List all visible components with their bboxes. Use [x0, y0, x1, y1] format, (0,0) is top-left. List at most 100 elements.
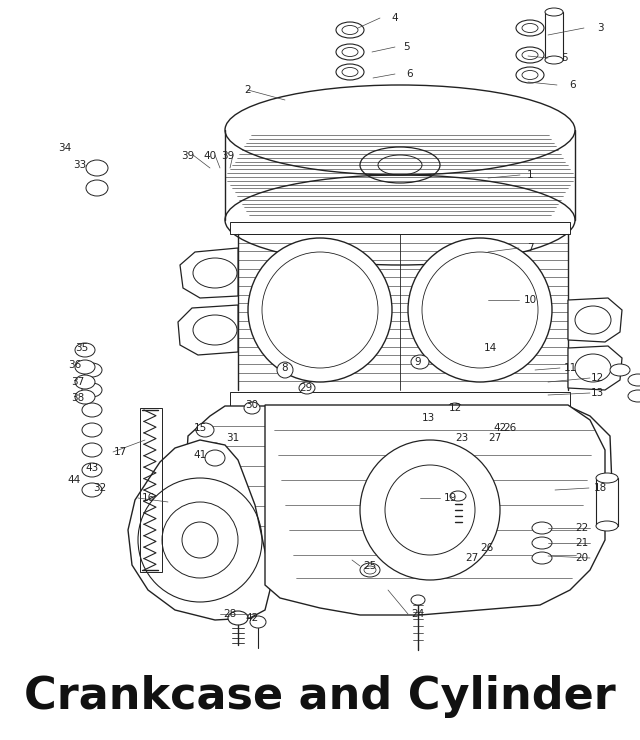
Ellipse shape [522, 70, 538, 79]
Ellipse shape [244, 402, 260, 414]
Text: 26: 26 [481, 543, 493, 553]
Ellipse shape [545, 56, 563, 64]
Bar [596, 478, 618, 526]
Text: 24: 24 [412, 609, 424, 619]
Ellipse shape [485, 434, 501, 446]
Text: 7: 7 [527, 243, 533, 253]
Ellipse shape [82, 363, 102, 377]
Ellipse shape [545, 8, 563, 16]
Polygon shape [178, 305, 238, 355]
Text: 2: 2 [244, 85, 252, 95]
Text: 29: 29 [300, 383, 312, 393]
Ellipse shape [82, 423, 102, 437]
Ellipse shape [336, 44, 364, 60]
Text: 39: 39 [221, 151, 235, 161]
Text: 6: 6 [406, 69, 413, 79]
Text: 43: 43 [85, 463, 99, 473]
Text: 9: 9 [415, 357, 421, 367]
Ellipse shape [82, 403, 102, 417]
Ellipse shape [610, 364, 630, 376]
Ellipse shape [448, 403, 462, 413]
Ellipse shape [522, 50, 538, 59]
Text: 8: 8 [282, 363, 288, 373]
Ellipse shape [516, 20, 544, 36]
Text: 22: 22 [575, 523, 589, 533]
Ellipse shape [248, 238, 392, 382]
Text: 37: 37 [72, 377, 84, 387]
Text: 42: 42 [245, 613, 259, 623]
Ellipse shape [360, 440, 500, 580]
Text: 28: 28 [223, 609, 237, 619]
Ellipse shape [342, 67, 358, 76]
Ellipse shape [532, 537, 552, 549]
Ellipse shape [75, 360, 95, 374]
Ellipse shape [596, 521, 618, 531]
Ellipse shape [500, 422, 516, 434]
Text: 40: 40 [204, 151, 216, 161]
Ellipse shape [408, 238, 552, 382]
Text: 26: 26 [504, 423, 516, 433]
Text: 27: 27 [488, 433, 502, 443]
Ellipse shape [228, 611, 248, 625]
Ellipse shape [336, 22, 364, 38]
Text: 12: 12 [590, 373, 604, 383]
Ellipse shape [516, 47, 544, 63]
Text: 13: 13 [590, 388, 604, 398]
Text: 17: 17 [113, 447, 127, 457]
Text: 14: 14 [483, 343, 497, 353]
Text: 31: 31 [227, 433, 239, 443]
Text: 25: 25 [364, 561, 376, 571]
Text: 34: 34 [58, 143, 72, 153]
Text: 16: 16 [141, 493, 155, 503]
Ellipse shape [193, 315, 237, 345]
Ellipse shape [299, 382, 315, 394]
Text: 12: 12 [449, 403, 461, 413]
Polygon shape [265, 405, 605, 615]
Text: 1: 1 [527, 170, 533, 180]
Polygon shape [568, 346, 622, 390]
Text: 30: 30 [245, 400, 259, 410]
Text: 20: 20 [575, 553, 589, 563]
Polygon shape [185, 406, 612, 571]
Ellipse shape [196, 423, 214, 437]
Text: 42: 42 [493, 423, 507, 433]
Ellipse shape [86, 160, 108, 176]
Ellipse shape [75, 390, 95, 404]
Ellipse shape [411, 355, 429, 369]
Ellipse shape [205, 450, 225, 466]
Ellipse shape [510, 434, 526, 446]
Ellipse shape [516, 67, 544, 83]
Ellipse shape [628, 390, 640, 402]
Text: 27: 27 [465, 553, 479, 563]
Ellipse shape [461, 415, 475, 425]
Text: 38: 38 [72, 393, 84, 403]
Text: 32: 32 [93, 483, 107, 493]
Ellipse shape [82, 443, 102, 457]
Ellipse shape [342, 25, 358, 35]
Ellipse shape [277, 362, 293, 378]
Ellipse shape [460, 419, 476, 431]
Text: 44: 44 [67, 475, 81, 485]
Text: 33: 33 [74, 160, 86, 170]
Ellipse shape [182, 522, 218, 558]
Ellipse shape [75, 375, 95, 389]
Ellipse shape [193, 258, 237, 288]
Polygon shape [180, 248, 238, 298]
Ellipse shape [336, 64, 364, 80]
Ellipse shape [596, 473, 618, 483]
Ellipse shape [522, 24, 538, 33]
Text: 13: 13 [421, 413, 435, 423]
Text: Crankcase and Cylinder: Crankcase and Cylinder [24, 674, 616, 718]
Text: 15: 15 [193, 423, 207, 433]
Text: 23: 23 [456, 433, 468, 443]
Ellipse shape [206, 443, 224, 457]
Ellipse shape [532, 522, 552, 534]
Text: 19: 19 [444, 493, 456, 503]
Text: 3: 3 [596, 23, 604, 33]
Polygon shape [568, 298, 622, 342]
Text: 41: 41 [193, 450, 207, 460]
Bar [230, 222, 570, 234]
Ellipse shape [532, 552, 552, 564]
Bar [545, 12, 563, 60]
Text: 21: 21 [575, 538, 589, 548]
